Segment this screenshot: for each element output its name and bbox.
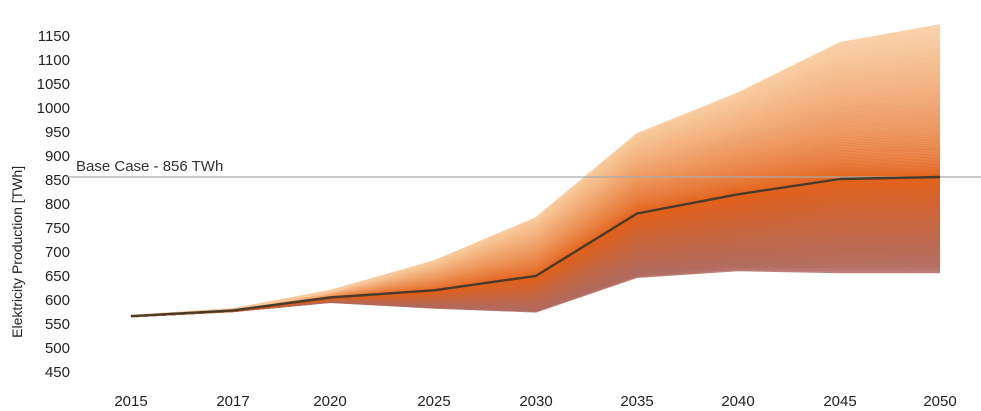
x-tick-label: 2025 (417, 393, 450, 410)
y-tick-label: 750 (45, 220, 70, 237)
y-tick-label: 1050 (37, 76, 70, 93)
base-case-label: Base Case - 856 TWh (76, 158, 223, 175)
y-tick-label: 1100 (38, 52, 70, 69)
y-tick-label: 850 (45, 172, 70, 189)
x-tick-label: 2015 (114, 393, 147, 410)
y-tick-label: 950 (45, 124, 70, 141)
x-tick-label: 2035 (620, 393, 653, 410)
x-tick-label: 2045 (823, 393, 856, 410)
y-axis-title: Elektricity Production [TWh] (9, 166, 25, 338)
y-tick-label: 550 (45, 316, 70, 333)
x-tick-label: 2050 (923, 393, 956, 410)
scenario-line (130, 24, 941, 318)
x-tick-label: 2040 (721, 393, 754, 410)
base-case-series-line (130, 175, 941, 318)
scenario-lines (130, 24, 941, 318)
y-tick-label: 1000 (37, 100, 70, 117)
y-tick-label: 650 (45, 268, 70, 285)
x-tick-label: 2030 (519, 393, 552, 410)
y-tick-label: 900 (45, 148, 70, 165)
x-axis-ticks: 2015 2017 2020 2025 2030 2035 2040 2045 2050 (114, 393, 956, 410)
y-tick-label: 1150 (38, 28, 70, 45)
y-tick-label: 700 (45, 244, 70, 261)
y-axis-ticks: 450 500 550 600 650 700 750 800 850 900 950 1000 105… (37, 28, 70, 381)
y-tick-label: 600 (45, 292, 70, 309)
x-tick-label: 2020 (313, 393, 346, 410)
x-tick-label: 2017 (216, 393, 249, 410)
y-tick-label: 800 (45, 196, 70, 213)
y-tick-label: 450 (45, 364, 70, 381)
y-tick-label: 500 (45, 340, 70, 357)
